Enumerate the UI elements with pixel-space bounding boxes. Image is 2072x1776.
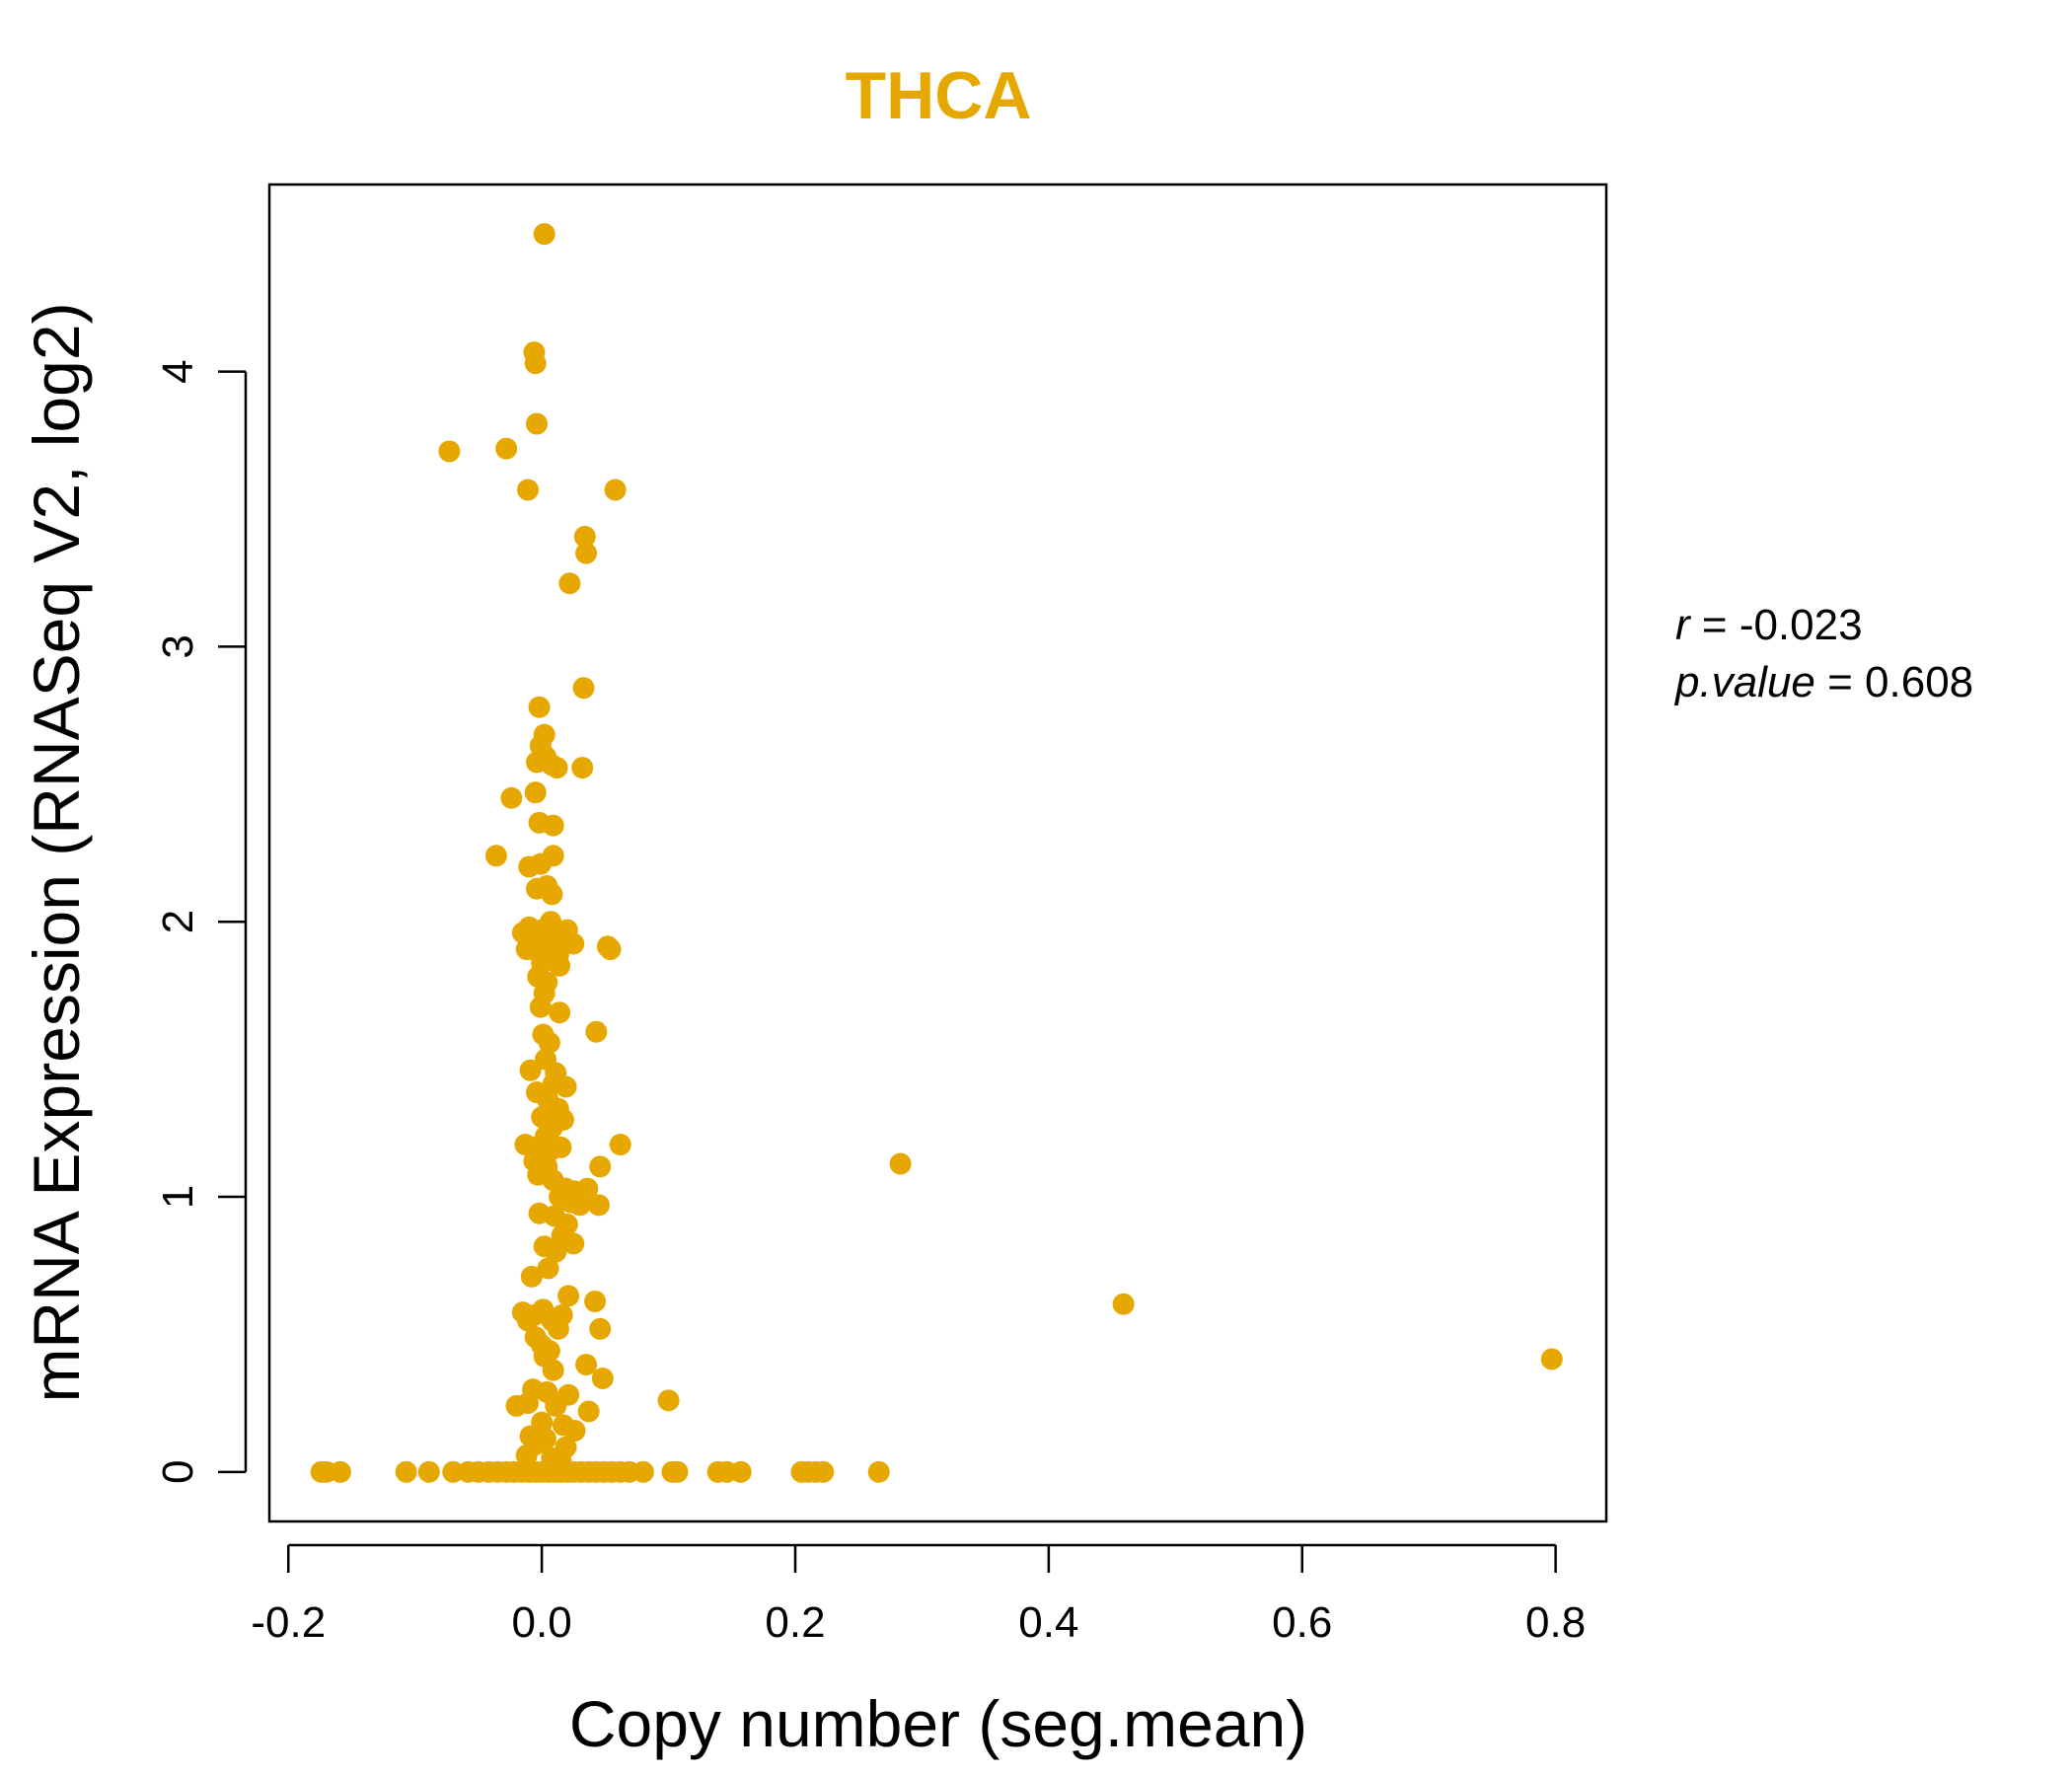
x-tick-label: 0.6: [1272, 1598, 1332, 1647]
data-point: [562, 932, 585, 955]
data-point: [889, 1152, 912, 1175]
data-point: [442, 1460, 465, 1483]
r-equals: =: [1702, 601, 1739, 649]
data-point: [547, 1317, 569, 1340]
p-label: p.value: [1673, 658, 1815, 706]
data-point: [549, 1001, 571, 1024]
points-layer: [310, 223, 1563, 1483]
r-label: r: [1675, 601, 1692, 649]
data-point: [484, 845, 507, 867]
data-point: [1112, 1293, 1135, 1315]
data-point: [550, 1136, 572, 1158]
r-value: -0.023: [1739, 601, 1863, 649]
x-tick-label: -0.2: [251, 1598, 326, 1647]
data-point: [524, 352, 547, 375]
data-point: [599, 938, 622, 961]
data-point: [609, 1134, 631, 1156]
data-point: [666, 1460, 689, 1483]
data-point: [1540, 1348, 1563, 1370]
data-point: [395, 1460, 417, 1483]
data-point: [576, 1177, 599, 1200]
x-axis-label: Copy number (seg.mean): [569, 1687, 1307, 1760]
data-point: [563, 1419, 586, 1442]
data-point: [631, 1460, 654, 1483]
data-point: [589, 1317, 612, 1340]
x-tick-label: 0.2: [765, 1598, 825, 1647]
data-point: [591, 1368, 614, 1390]
y-tick-label: 1: [154, 1185, 202, 1209]
data-point: [542, 814, 564, 837]
data-point: [545, 1240, 567, 1263]
p-value: 0.608: [1865, 658, 1973, 706]
data-point: [812, 1460, 835, 1483]
data-point: [577, 1400, 600, 1423]
x-axis: -0.2 0.0 0.2 0.4 0.6 0.8: [251, 1543, 1586, 1647]
data-point: [517, 479, 540, 501]
data-point: [500, 786, 523, 809]
data-point: [528, 696, 551, 718]
y-tick-label: 4: [154, 359, 202, 383]
r-stat: r = -0.023: [1675, 601, 1863, 649]
y-tick-label: 0: [154, 1460, 202, 1484]
data-point: [562, 1232, 585, 1255]
y-tick-label: 2: [154, 910, 202, 933]
data-point: [867, 1460, 890, 1483]
data-point: [571, 757, 594, 779]
y-tick-label: 3: [154, 634, 202, 658]
data-point: [538, 1031, 560, 1054]
data-point: [519, 1059, 542, 1081]
data-point: [575, 1354, 598, 1376]
data-point: [546, 757, 568, 779]
data-point: [417, 1460, 440, 1483]
data-point: [555, 1075, 577, 1098]
data-point: [529, 852, 552, 875]
y-axis-label: mRNA Expression (RNASeq V2, log2): [20, 302, 93, 1402]
data-point: [524, 781, 547, 804]
data-point: [526, 412, 548, 435]
data-point: [495, 437, 518, 460]
x-tick-label: 0.8: [1525, 1598, 1586, 1647]
data-point: [529, 996, 552, 1018]
data-point: [549, 954, 571, 977]
data-point: [584, 1290, 607, 1312]
data-point: [438, 440, 461, 463]
data-point: [557, 1285, 580, 1307]
data-point: [589, 1155, 612, 1178]
data-point: [585, 1020, 608, 1043]
y-axis: 0 1 2 3 4: [154, 359, 248, 1484]
data-point: [545, 1394, 567, 1417]
data-point: [729, 1460, 752, 1483]
p-stat: p.value = 0.608: [1673, 658, 1973, 706]
data-point: [517, 1392, 540, 1415]
data-point: [517, 1309, 540, 1332]
data-point: [573, 525, 596, 548]
data-point: [657, 1389, 680, 1412]
data-point: [568, 1194, 591, 1217]
x-tick-label: 0.0: [512, 1598, 572, 1647]
data-point: [558, 572, 581, 595]
data-point: [329, 1460, 351, 1483]
data-point: [537, 1257, 559, 1280]
data-point: [515, 1444, 538, 1467]
plot-frame: [267, 183, 1608, 1523]
data-point: [587, 1194, 610, 1217]
stats-annotation: r = -0.023 p.value = 0.608: [1673, 601, 1973, 706]
data-point: [520, 1265, 543, 1288]
data-point: [604, 479, 627, 501]
data-point: [572, 677, 595, 700]
data-point: [541, 883, 563, 906]
data-point: [542, 1359, 564, 1381]
x-tick-label: 0.4: [1018, 1598, 1078, 1647]
p-equals: =: [1827, 658, 1865, 706]
data-point: [533, 223, 555, 246]
chart-title: THCA: [846, 58, 1032, 133]
data-point: [575, 542, 598, 564]
